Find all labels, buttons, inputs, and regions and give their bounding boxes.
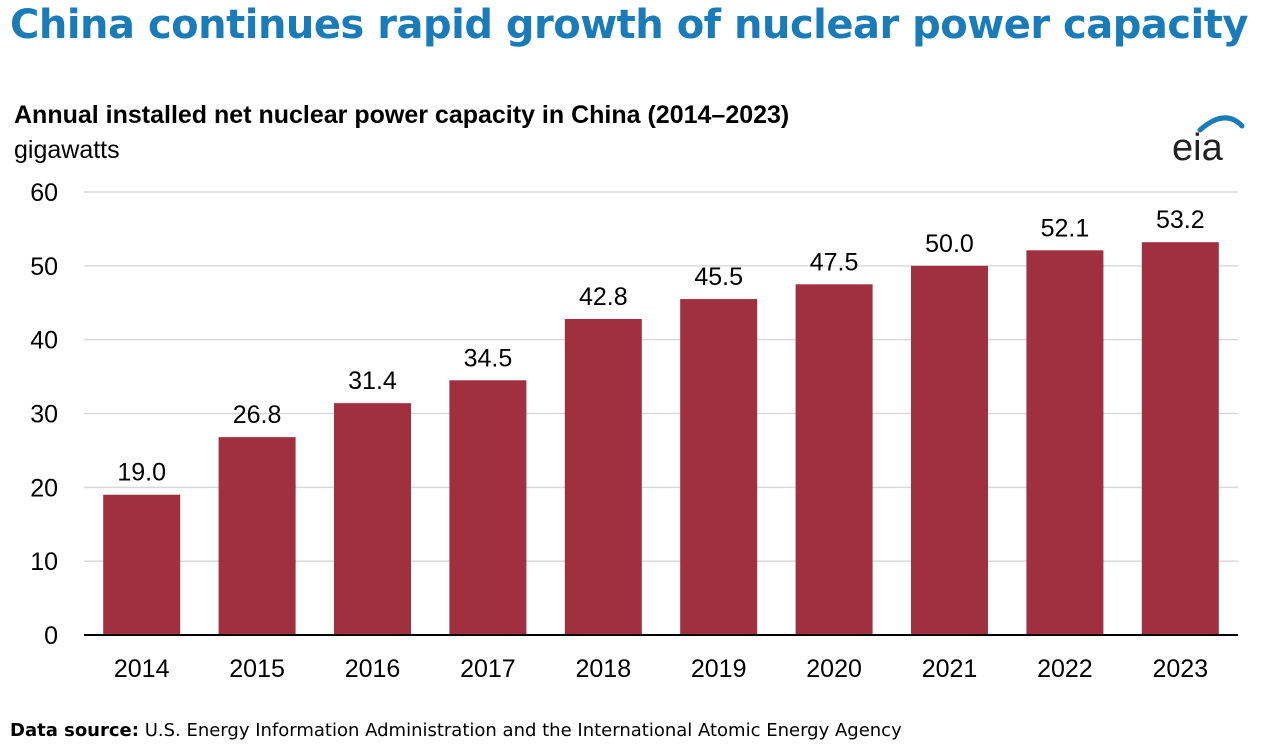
x-tick-label: 2022 [1037,655,1093,683]
data-label-2015: 26.8 [233,401,282,429]
data-labels: 19.0 26.8 31.4 34.5 42.8 45.5 47.5 50.0 52.1 53.2 [117,206,1204,487]
data-label-2017: 34.5 [464,344,513,372]
data-label-2022: 52.1 [1041,214,1090,242]
data-label-2018: 42.8 [579,283,628,311]
y-tick-label: 40 [30,327,58,355]
logo-text: eia [1172,127,1224,165]
bar-2019 [680,299,758,635]
data-label-2014: 19.0 [117,459,166,487]
y-tick-label: 60 [30,179,58,207]
bar-2017 [449,380,527,635]
bar-2020 [795,284,873,635]
bars [103,242,1219,635]
chart-title: Annual installed net nuclear power capac… [14,101,790,129]
bar-2014 [103,494,181,635]
data-label-2023: 53.2 [1156,206,1205,234]
bar-2023 [1141,242,1219,635]
data-label-2016: 31.4 [348,367,397,395]
bar-2021 [911,265,988,635]
y-tick-label: 20 [30,474,58,502]
y-tick-label: 0 [44,622,58,650]
data-label-2021: 50.0 [925,230,974,258]
x-tick-label: 2019 [691,655,747,683]
bar-2022 [1026,250,1104,635]
unit-label: gigawatts [14,136,120,164]
y-axis-ticks: 0 10 20 30 40 50 60 [30,179,58,650]
y-tick-label: 10 [30,548,58,576]
data-label-2020: 47.5 [810,248,859,276]
source-text: U.S. Energy Information Administration a… [144,720,902,741]
x-tick-label: 2016 [345,655,401,683]
bar-2018 [564,318,642,635]
bar-2016 [334,403,411,635]
y-tick-label: 50 [30,253,58,281]
x-tick-label: 2020 [806,655,862,683]
headline: China continues rapid growth of nuclear … [10,2,1248,48]
x-tick-label: 2023 [1152,655,1208,683]
eia-logo: eia [1172,115,1245,165]
x-tick-label: 2017 [460,655,516,683]
y-tick-label: 30 [30,401,58,429]
x-tick-label: 2018 [575,655,631,683]
x-tick-label: 2015 [229,655,285,683]
x-axis-ticks: 2014 2015 2016 2017 2018 2019 2020 2021 2022 2023 [114,655,1208,683]
data-label-2019: 45.5 [694,263,743,291]
source-label: Data source: [10,720,139,741]
bar-2015 [218,437,296,635]
x-tick-label: 2014 [114,655,170,683]
x-tick-label: 2021 [922,655,978,683]
data-source: Data source: U.S. Energy Information Adm… [10,720,902,741]
